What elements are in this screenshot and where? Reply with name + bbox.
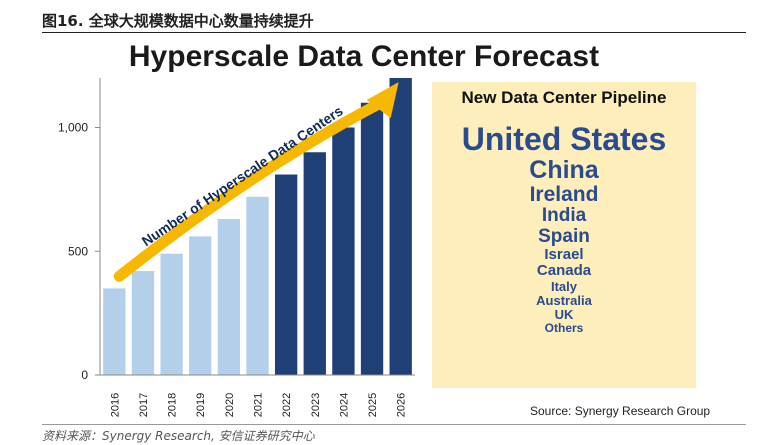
pipeline-country: Spain (538, 225, 590, 247)
bar (160, 253, 183, 375)
y-tick-label: 500 (68, 244, 88, 258)
bar (303, 152, 326, 375)
bar (131, 271, 155, 375)
bar (189, 236, 212, 375)
x-tick-label: 2020 (224, 393, 236, 417)
x-tick-label: 2024 (338, 393, 350, 417)
pipeline-country: Canada (536, 262, 592, 280)
pipeline-title: New Data Center Pipeline (461, 88, 667, 107)
x-tick-label: 2022 (281, 393, 293, 417)
bar (217, 219, 241, 375)
pipeline-country: Ireland (529, 182, 599, 206)
x-tick-label: 2026 (396, 393, 408, 417)
x-tick-label: 2023 (310, 393, 322, 417)
pipeline-country: Italy (550, 278, 577, 294)
top-rule (42, 32, 746, 33)
bottom-rule (42, 424, 746, 425)
pipeline-country: UK (554, 306, 574, 322)
y-tick-label: 1,000 (58, 121, 88, 135)
pipeline-country: Others (544, 320, 584, 335)
x-tick-label: 2019 (195, 393, 207, 417)
bar (360, 102, 384, 375)
x-tick-label: 2016 (109, 393, 121, 417)
chart-source: Source: Synergy Research Group (530, 404, 711, 418)
bar (389, 78, 412, 375)
x-tick-label: 2021 (253, 393, 265, 417)
source-note: 资料来源：Synergy Research, 安信证券研究中心 (42, 429, 315, 443)
pipeline-panel: New Data Center Pipeline United States Ch… (432, 82, 696, 388)
pipeline-country-list: United States China Ireland India Spain Israe… (432, 122, 696, 335)
pipeline-country: United States (461, 121, 667, 157)
bar (246, 196, 269, 375)
pipeline-country: Israel (544, 246, 584, 264)
chart-title: Hyperscale Data Center Forecast (128, 40, 600, 73)
pipeline-country: Australia (536, 292, 592, 308)
growth-arrow (113, 96, 389, 282)
x-tick-label: 2025 (367, 393, 379, 417)
growth-arrowhead (366, 82, 399, 118)
pipeline-country: China (529, 155, 599, 184)
bar (274, 174, 298, 375)
pipeline-country: India (541, 205, 587, 227)
x-tick-label: 2017 (138, 393, 150, 417)
x-tick-label: 2018 (167, 393, 179, 417)
figure-caption: 图16. 全球大规模数据中心数量持续提升 (42, 12, 314, 30)
y-tick-label: 0 (81, 368, 88, 382)
bar (332, 127, 355, 375)
bar (103, 288, 126, 375)
